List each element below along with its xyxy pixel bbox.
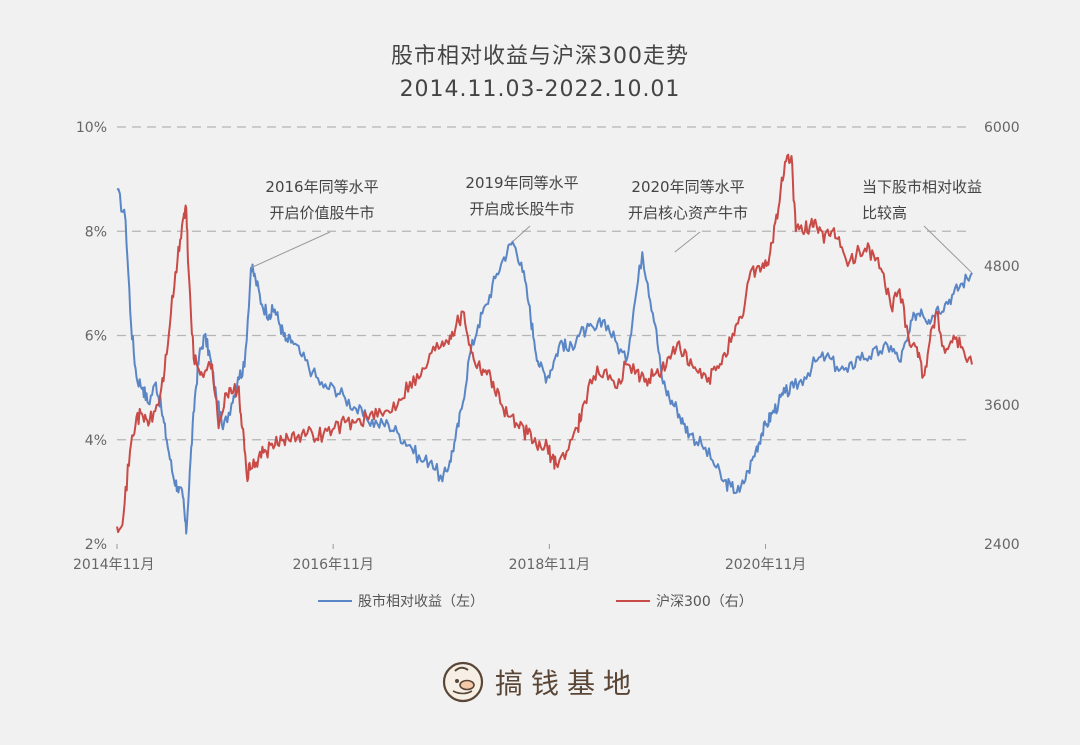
annotation-text: 开启成长股牛市 (469, 200, 574, 218)
y-right-tick-label: 6000 (984, 120, 1020, 136)
annotation-text: 开启价值股牛市 (269, 204, 374, 222)
legend-swatch-csi300 (616, 600, 650, 602)
y-right-tick-label: 3600 (984, 398, 1020, 414)
x-tick-label: 2018年11月 (509, 557, 590, 573)
y-left-tick-label: 8% (85, 224, 107, 240)
annotation-text: 比较高 (862, 204, 907, 222)
y-left-tick-label: 6% (85, 329, 107, 345)
chart-subtitle: 2014.11.03-2022.10.01 (399, 77, 681, 102)
legend-item-csi300: 沪深300（右） (616, 591, 753, 611)
chart-title-block: 股市相对收益与沪深300走势 2014.11.03-2022.10.01 (0, 40, 1080, 106)
annotation-text: 开启核心资产牛市 (628, 204, 748, 222)
annotation-text: 2020年同等水平 (631, 178, 744, 196)
series-line-csi300 (116, 153, 973, 534)
series-line-relative-return (116, 188, 973, 535)
annotation-text: 2016年同等水平 (265, 178, 378, 196)
brand-name: 搞钱基地 (494, 667, 639, 700)
annotation-leader-line (923, 225, 973, 274)
chart-legend: 股市相对收益（左） 沪深300（右） (0, 591, 1080, 615)
y-right-tick-label: 4800 (984, 259, 1020, 275)
legend-item-relative-return: 股市相对收益（左） (318, 591, 484, 611)
y-right-tick-label: 2400 (984, 537, 1020, 553)
annotation-text: 当下股市相对收益 (862, 178, 982, 196)
line-chart: 2% 4% 6% 8% 10% 2400 3600 4800 6000 2014年11月 2016年… (73, 120, 1020, 573)
y-left-tick-label: 4% (85, 433, 107, 449)
x-tick-label: 2016年11月 (292, 557, 373, 573)
chart-title: 股市相对收益与沪深300走势 (391, 44, 689, 69)
legend-label-csi300: 沪深300（右） (656, 594, 753, 610)
annotation-leader-line (512, 225, 531, 243)
annotation-leader-line (674, 231, 701, 253)
x-tick-label: 2014年11月 (73, 557, 154, 573)
legend-swatch-relative-return (318, 600, 352, 602)
annotation-leader-line (250, 231, 331, 269)
brand: 搞钱基地 (0, 660, 1080, 704)
annotation-text: 2019年同等水平 (465, 174, 578, 192)
y-left-tick-label: 2% (85, 537, 107, 553)
duck-face-logo-icon (442, 661, 484, 703)
x-tick-label: 2020年11月 (725, 557, 806, 573)
y-left-tick-label: 10% (76, 120, 107, 136)
legend-label-relative-return: 股市相对收益（左） (358, 594, 484, 610)
